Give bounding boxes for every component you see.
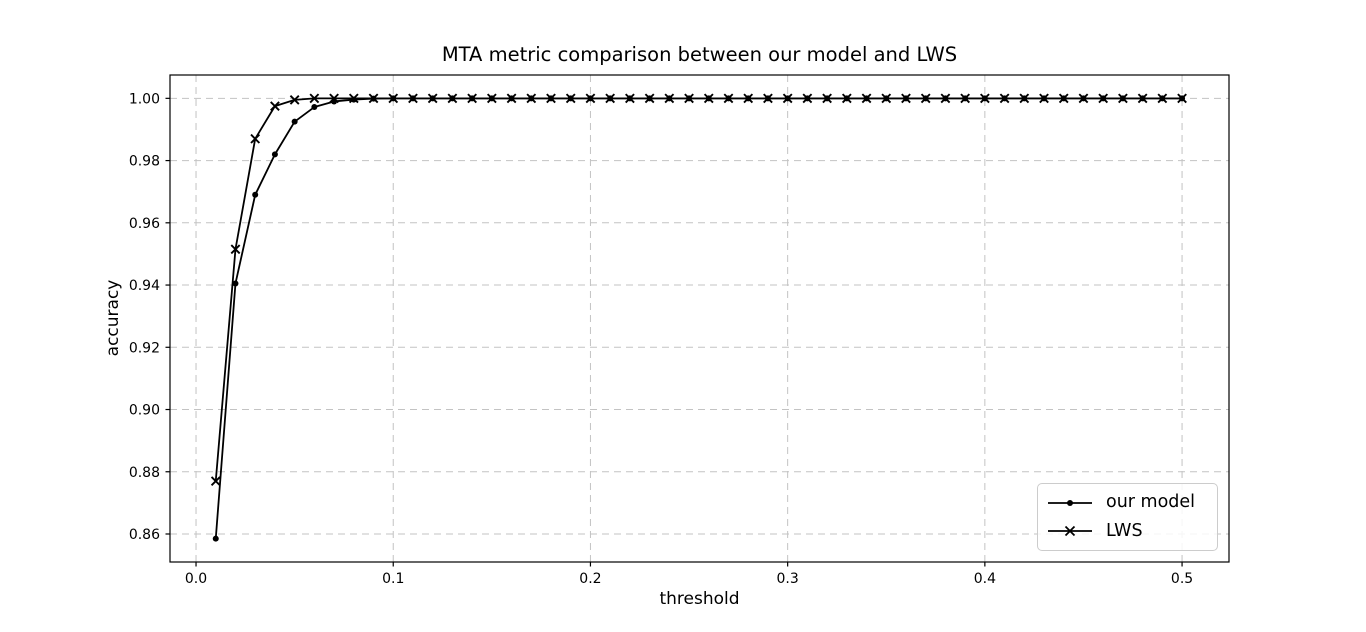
data-point-x <box>960 93 971 104</box>
x-tick-label: 0.5 <box>1171 571 1193 587</box>
legend-dot-marker-sample <box>1048 499 1092 506</box>
data-point-x <box>250 133 261 144</box>
y-axis-label: accuracy <box>103 279 123 357</box>
data-point-x <box>1118 93 1128 104</box>
y-tick-label: 1.00 <box>129 91 160 107</box>
y-tick-label: 0.98 <box>129 154 160 170</box>
data-point-dot <box>232 280 239 287</box>
data-point-x <box>1177 93 1187 104</box>
data-point-x <box>644 93 655 104</box>
legend-x-marker-sample <box>1048 526 1092 537</box>
data-point-x <box>526 93 537 104</box>
data-point-x <box>1098 93 1109 104</box>
data-point-x <box>979 93 990 104</box>
legend: our model LWS <box>1037 483 1218 551</box>
data-point-dot <box>291 118 298 125</box>
data-point-x <box>1157 93 1168 104</box>
data-point-x <box>940 93 951 104</box>
series-line-our-model <box>214 97 1183 539</box>
data-point-x <box>309 93 320 104</box>
data-point-x <box>920 93 931 104</box>
data-point-x <box>289 95 300 105</box>
data-point-x <box>447 93 458 104</box>
data-point-x <box>999 93 1010 104</box>
legend-label-our-model: our model <box>1106 491 1196 512</box>
data-point-x <box>329 93 339 104</box>
x-tick-label: 0.1 <box>382 571 404 587</box>
data-point-x <box>881 93 892 104</box>
data-point-x <box>723 93 734 104</box>
legend-label-lws: LWS <box>1106 520 1143 541</box>
data-point-dot <box>252 191 259 198</box>
data-point-x <box>861 93 872 104</box>
data-point-x <box>625 93 635 104</box>
x-tick-label: 0.4 <box>974 571 996 587</box>
data-point-x <box>605 93 616 104</box>
data-point-x <box>230 244 241 255</box>
data-point-x <box>506 93 517 104</box>
x-tick-label: 0.2 <box>579 571 601 587</box>
data-point-dot <box>271 151 278 158</box>
data-point-dot <box>311 104 318 111</box>
data-point-x <box>1019 93 1030 104</box>
series-line-LWS <box>214 97 1183 482</box>
data-point-x <box>270 101 280 111</box>
x-tick-label: 0.3 <box>777 571 799 587</box>
data-point-x <box>1039 93 1049 104</box>
data-point-x <box>664 93 675 104</box>
data-point-x <box>565 93 576 104</box>
y-tick-label: 0.88 <box>129 465 160 481</box>
data-point-x <box>1058 93 1069 104</box>
legend-item-our-model: our model <box>1046 489 1209 517</box>
data-point-x <box>841 93 852 104</box>
data-point-x <box>348 93 359 104</box>
data-point-x <box>427 93 438 104</box>
data-point-x <box>210 476 221 486</box>
data-point-x <box>703 93 714 104</box>
data-point-x <box>684 93 694 104</box>
data-point-x <box>1137 93 1148 104</box>
plot-border <box>169 74 1230 563</box>
legend-item-lws: LWS <box>1046 517 1209 545</box>
chart-title: MTA metric comparison between our model … <box>441 43 958 66</box>
data-point-x <box>822 93 832 104</box>
data-point-x <box>901 93 911 104</box>
data-point-x <box>782 93 793 104</box>
data-point-x <box>1078 93 1089 104</box>
data-point-x <box>802 93 813 104</box>
y-tick-label: 0.86 <box>129 527 160 543</box>
y-tick-label: 0.90 <box>129 403 160 419</box>
data-point-x <box>368 93 379 104</box>
y-tick-label: 0.94 <box>129 278 160 294</box>
data-point-x <box>486 93 497 104</box>
x-tick-label: 0.0 <box>185 571 207 587</box>
data-point-x <box>546 93 556 104</box>
data-point-x <box>467 93 477 104</box>
data-point-x <box>585 93 596 104</box>
data-point-x <box>388 93 399 104</box>
data-point-dot <box>212 535 219 542</box>
y-tick-label: 0.96 <box>129 216 160 232</box>
data-point-x <box>408 93 418 104</box>
data-point-x <box>743 93 754 104</box>
x-axis-label: threshold <box>659 589 740 609</box>
y-tick-label: 0.92 <box>129 340 160 356</box>
data-point-x <box>763 93 773 104</box>
